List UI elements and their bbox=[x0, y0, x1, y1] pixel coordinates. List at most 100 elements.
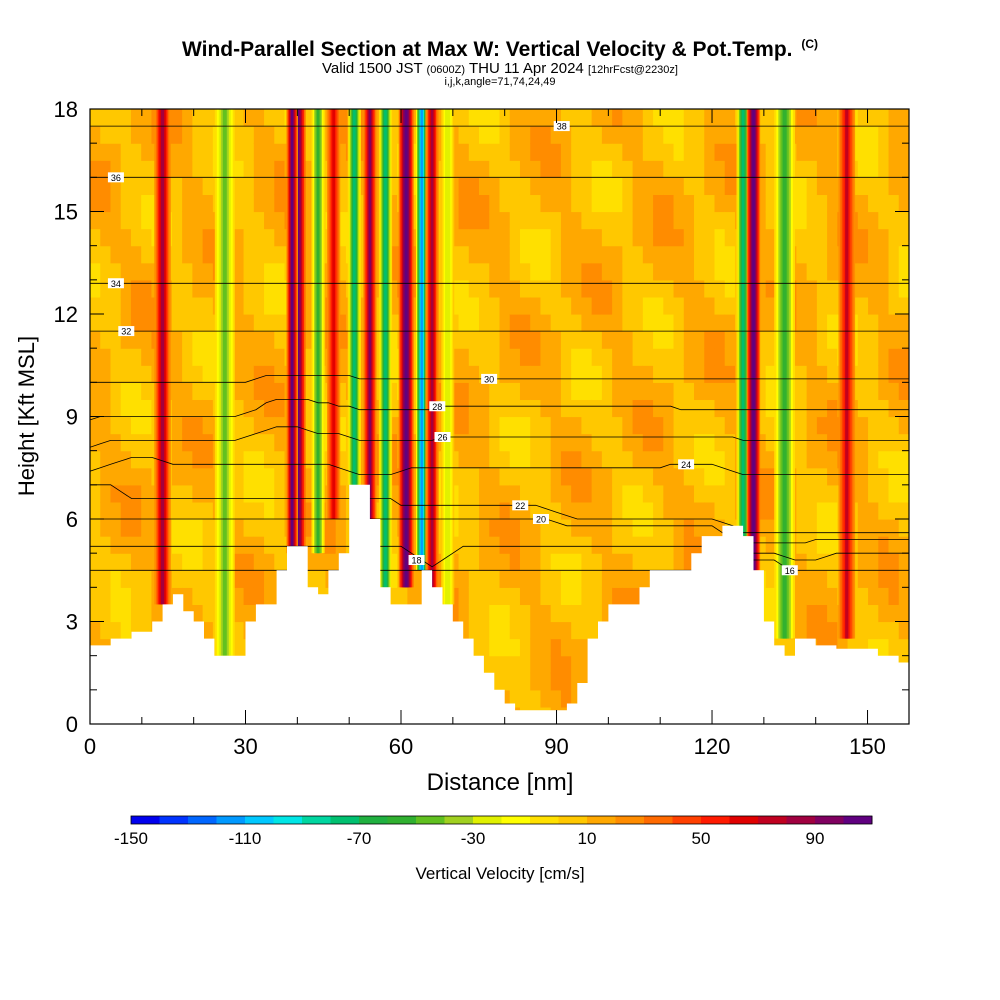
field-cell bbox=[704, 194, 716, 213]
field-cell bbox=[386, 245, 398, 264]
field-cell bbox=[694, 382, 705, 401]
field-cell bbox=[335, 177, 347, 196]
field-cell bbox=[530, 314, 542, 332]
field-cell bbox=[724, 279, 736, 298]
field-cell bbox=[458, 211, 470, 230]
field-cell bbox=[100, 126, 112, 144]
field-cell bbox=[765, 382, 777, 401]
field-cell bbox=[765, 467, 777, 486]
field-cell bbox=[878, 279, 890, 298]
field-cell bbox=[468, 262, 480, 281]
field-cell bbox=[642, 399, 654, 418]
field-cell bbox=[694, 450, 705, 469]
field-cell bbox=[499, 228, 511, 247]
field-cell bbox=[560, 638, 572, 657]
field-cell bbox=[571, 314, 582, 332]
field-cell bbox=[386, 126, 398, 144]
field-cell bbox=[100, 536, 112, 554]
field-cell bbox=[837, 638, 849, 657]
field-cell bbox=[335, 536, 347, 554]
field-cell bbox=[632, 245, 644, 264]
field-cell bbox=[509, 331, 521, 349]
field-cell bbox=[519, 228, 531, 247]
field-cell bbox=[673, 314, 685, 332]
field-cell bbox=[182, 433, 193, 452]
field-cell bbox=[509, 194, 521, 213]
field-cell bbox=[141, 382, 153, 401]
field-cell bbox=[530, 348, 542, 366]
field-cell bbox=[550, 484, 562, 503]
field-cell bbox=[489, 348, 501, 366]
y-tick-label: 3 bbox=[66, 610, 78, 635]
field-cell bbox=[796, 177, 808, 196]
field-cell bbox=[274, 433, 286, 452]
field-cell bbox=[704, 501, 716, 520]
field-cell bbox=[591, 587, 603, 606]
field-cell bbox=[519, 467, 531, 486]
field-cell bbox=[581, 126, 593, 144]
field-cell bbox=[612, 160, 623, 178]
field-cell bbox=[499, 467, 511, 486]
field-cell bbox=[612, 433, 623, 452]
field-cell bbox=[335, 126, 347, 144]
field-cell bbox=[264, 177, 275, 196]
isentrope-20 bbox=[90, 518, 909, 547]
field-cell bbox=[704, 296, 716, 315]
field-cell bbox=[202, 365, 214, 383]
field-cell bbox=[540, 126, 552, 144]
field-cell bbox=[202, 450, 214, 469]
field-cell bbox=[100, 177, 112, 196]
field-cell bbox=[468, 433, 480, 452]
field-cell bbox=[130, 536, 142, 554]
field-cell bbox=[888, 177, 900, 196]
field-cell bbox=[704, 228, 716, 247]
field-cell bbox=[519, 621, 531, 640]
field-cell bbox=[90, 177, 101, 196]
field-cell bbox=[233, 143, 245, 161]
field-cell bbox=[356, 262, 368, 281]
field-cell bbox=[868, 467, 879, 486]
field-cell bbox=[182, 484, 193, 503]
field-cell bbox=[857, 467, 869, 486]
field-cell bbox=[192, 296, 204, 315]
field-cell bbox=[560, 689, 572, 708]
field-cell bbox=[356, 348, 368, 366]
field-cell bbox=[888, 467, 900, 486]
field-cell bbox=[755, 314, 767, 332]
field-cell bbox=[868, 160, 879, 178]
field-cell bbox=[335, 433, 347, 452]
field-cell bbox=[540, 228, 552, 247]
field-cell bbox=[663, 331, 675, 349]
field-cell bbox=[100, 382, 112, 401]
field-cell bbox=[550, 655, 562, 674]
field-cell bbox=[253, 365, 265, 383]
field-cell bbox=[857, 245, 869, 264]
field-cell bbox=[888, 331, 900, 349]
field-cell bbox=[253, 245, 265, 264]
field-cell bbox=[202, 245, 214, 264]
field-cell bbox=[653, 296, 664, 315]
field-cell bbox=[171, 382, 183, 401]
velocity-band bbox=[741, 109, 745, 537]
field-cell bbox=[130, 348, 142, 366]
terrain bbox=[90, 484, 909, 724]
field-cell bbox=[509, 314, 521, 332]
field-cell bbox=[489, 655, 501, 674]
field-cell bbox=[304, 399, 316, 418]
field-cell bbox=[264, 160, 275, 178]
field-cell bbox=[499, 536, 511, 554]
field-cell bbox=[171, 109, 183, 127]
field-cell bbox=[704, 109, 716, 127]
field-cell bbox=[264, 245, 275, 264]
field-cell bbox=[100, 143, 112, 161]
field-cell bbox=[724, 433, 736, 452]
field-cell bbox=[110, 177, 122, 196]
field-cell bbox=[796, 331, 808, 349]
field-cell bbox=[540, 536, 552, 554]
field-cell bbox=[550, 211, 562, 230]
field-cell bbox=[90, 211, 101, 230]
field-cell bbox=[519, 570, 531, 588]
field-cell bbox=[90, 126, 101, 144]
field-cell bbox=[642, 109, 654, 127]
field-cell bbox=[90, 382, 101, 401]
